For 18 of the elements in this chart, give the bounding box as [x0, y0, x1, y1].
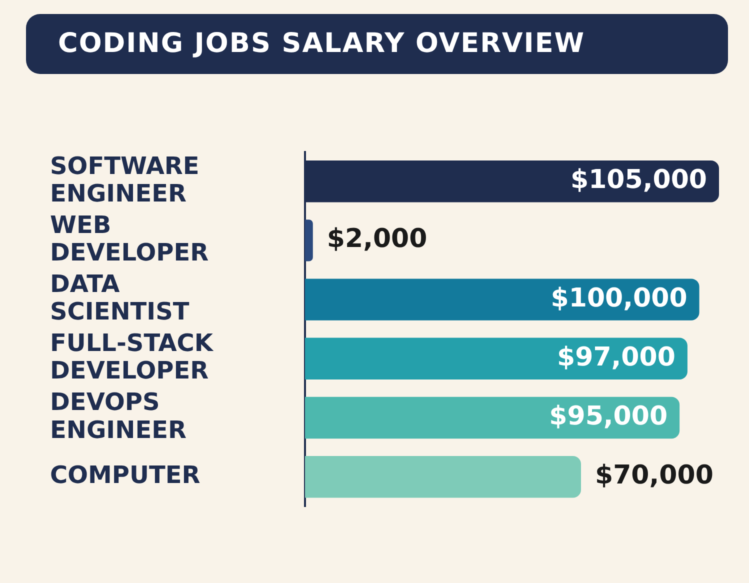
y-tick-label: DEVOPS ENGINEER	[50, 388, 186, 444]
data-label: $70,000	[595, 460, 714, 491]
bar	[305, 220, 313, 262]
data-label: $97,000	[557, 342, 676, 372]
bar	[305, 456, 582, 498]
y-tick-label: SOFTWARE ENGINEER	[50, 152, 200, 208]
bar	[305, 278, 700, 320]
y-tick-label: DATA SCIENTIST	[50, 270, 190, 326]
data-label: $105,000	[570, 165, 707, 196]
data-label: $100,000	[550, 283, 688, 314]
chart-title: CODING JOBS SALARY OVERVIEW	[26, 14, 728, 74]
y-tick-label: FULL-STACK DEVELOPER	[50, 329, 214, 385]
bar	[305, 396, 680, 439]
y-tick-label: COMPUTER	[50, 461, 200, 490]
y-tick-label: WEB DEVELOPER	[50, 210, 209, 266]
data-label: $2,000	[326, 224, 428, 254]
bar	[305, 338, 688, 380]
data-label: $95,000	[549, 402, 668, 432]
